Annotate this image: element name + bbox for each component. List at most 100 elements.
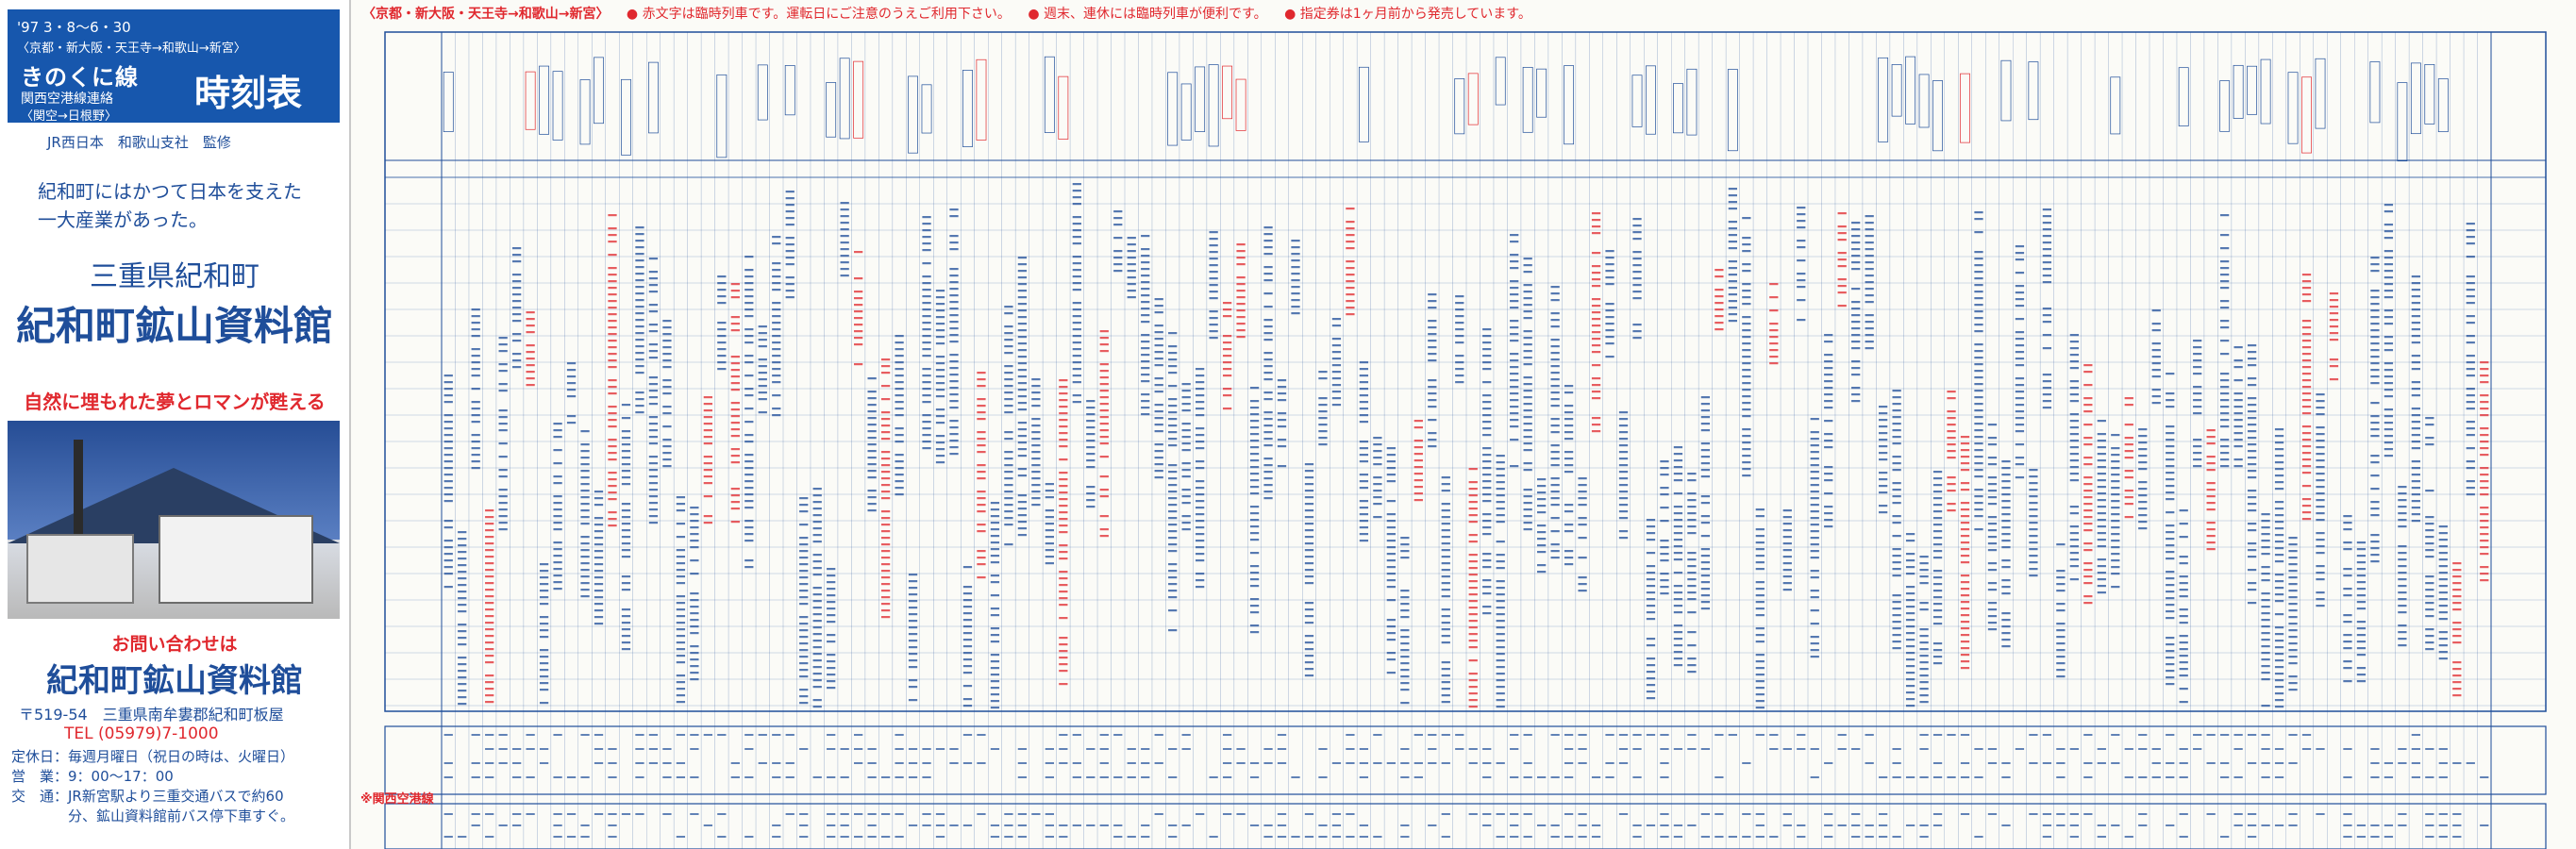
time-cell-mark <box>2042 308 2052 310</box>
time-cell-mark <box>1359 408 1369 410</box>
time-cell-mark <box>1141 334 1150 337</box>
time-cell-mark <box>1249 624 1260 627</box>
time-cell-mark <box>635 306 644 308</box>
time-cell-mark <box>2343 588 2352 591</box>
time-cell-mark <box>785 263 795 266</box>
connection-mark <box>1127 748 1136 750</box>
time-cell-mark <box>1141 400 1150 403</box>
time-cell-mark <box>1892 561 1901 564</box>
time-cell-mark <box>2001 592 2011 595</box>
time-cell-mark <box>1974 442 1983 445</box>
time-cell-mark <box>744 474 754 476</box>
time-cell-mark <box>635 226 644 229</box>
time-cell-mark <box>895 460 904 463</box>
time-cell-mark <box>1892 608 1901 610</box>
time-cell-mark <box>1700 574 1711 577</box>
time-cell-mark <box>1591 265 1601 268</box>
time-cell-mark <box>2111 520 2120 523</box>
time-cell-mark <box>744 559 754 562</box>
time-cell-mark <box>1072 282 1081 285</box>
time-cell-mark <box>1428 432 1437 435</box>
time-cell-mark <box>1331 351 1342 354</box>
time-cell-mark <box>2083 476 2093 479</box>
time-cell-mark <box>608 280 617 283</box>
time-cell-mark <box>2452 641 2462 644</box>
airport-mark <box>962 824 973 826</box>
time-cell-mark <box>1646 585 1656 588</box>
time-cell-mark <box>1059 650 1068 653</box>
time-cell-mark <box>2069 367 2079 370</box>
time-cell-mark <box>2438 644 2448 647</box>
airport-mark <box>485 813 494 815</box>
time-cell-mark <box>2042 334 2052 337</box>
cover-route: 〈京都・新大阪・天王寺→和歌山→新宮〉 <box>17 42 246 56</box>
time-cell-mark <box>785 210 795 213</box>
time-cell-mark <box>1755 561 1765 564</box>
time-cell-mark <box>1004 491 1013 493</box>
time-cell-mark <box>1359 401 1369 404</box>
time-cell-mark <box>1099 330 1109 333</box>
time-cell-mark <box>1755 528 1765 531</box>
time-cell-mark <box>2015 384 2025 387</box>
time-cell-mark <box>1892 436 1901 439</box>
time-cell-mark <box>621 556 631 558</box>
time-cell-mark <box>880 365 891 368</box>
time-cell-mark <box>1154 391 1163 393</box>
time-cell-mark <box>2083 483 2093 486</box>
time-cell-mark <box>2069 347 2079 350</box>
time-cell-mark <box>621 628 631 631</box>
time-cell-mark <box>990 594 1000 597</box>
time-cell-mark <box>1441 661 1450 664</box>
time-cell-mark <box>1618 458 1629 460</box>
time-cell-mark <box>512 300 522 303</box>
time-cell-mark <box>2042 255 2052 258</box>
time-cell-mark <box>1017 501 1028 504</box>
time-cell-mark <box>1004 438 1013 441</box>
time-cell-mark <box>553 581 562 584</box>
time-cell-mark <box>2356 641 2367 643</box>
connection-mark <box>1113 734 1123 736</box>
time-cell-mark <box>1482 592 1492 595</box>
airport-mark <box>1578 824 1587 826</box>
time-cell-mark <box>799 636 809 639</box>
time-cell-mark <box>1031 424 1041 427</box>
time-cell-mark <box>1892 515 1901 518</box>
time-cell-mark <box>1879 406 1888 408</box>
time-cell-mark <box>2466 242 2475 245</box>
train-name-box <box>1208 64 1219 147</box>
connection-mark <box>608 776 617 778</box>
time-cell-mark <box>1960 508 1970 511</box>
time-cell-mark <box>648 416 659 419</box>
time-cell-mark <box>1618 477 1629 480</box>
time-cell-mark <box>2069 532 2079 535</box>
connection-mark <box>1455 734 1464 736</box>
airport-mark <box>1113 836 1123 838</box>
time-cell-mark <box>799 642 809 645</box>
time-cell-mark <box>1236 276 1246 279</box>
time-cell-mark <box>1045 483 1054 486</box>
time-cell-mark <box>1468 468 1478 471</box>
time-cell-mark <box>880 484 891 487</box>
time-cell-mark <box>485 674 494 677</box>
time-cell-mark <box>977 451 986 454</box>
time-cell-mark <box>1932 543 1943 546</box>
airport-mark <box>1468 813 1478 815</box>
time-cell-mark <box>1523 515 1532 518</box>
time-cell-mark <box>2288 682 2298 685</box>
time-cell-mark <box>648 429 659 432</box>
time-cell-mark <box>717 341 727 344</box>
time-cell-mark <box>1646 691 1656 693</box>
time-cell-mark <box>1824 492 1833 495</box>
time-cell-mark <box>2301 472 2312 474</box>
time-cell-mark <box>2069 473 2079 475</box>
time-cell-mark <box>1004 365 1013 368</box>
time-cell-mark <box>1482 487 1492 490</box>
time-cell-mark <box>1400 629 1410 632</box>
time-cell-mark <box>566 389 577 391</box>
time-cell-mark <box>1004 405 1013 408</box>
time-cell-mark <box>2001 487 2011 490</box>
time-cell-mark <box>2452 569 2462 572</box>
connection-mark <box>2179 762 2188 764</box>
time-cell-mark <box>977 524 986 526</box>
